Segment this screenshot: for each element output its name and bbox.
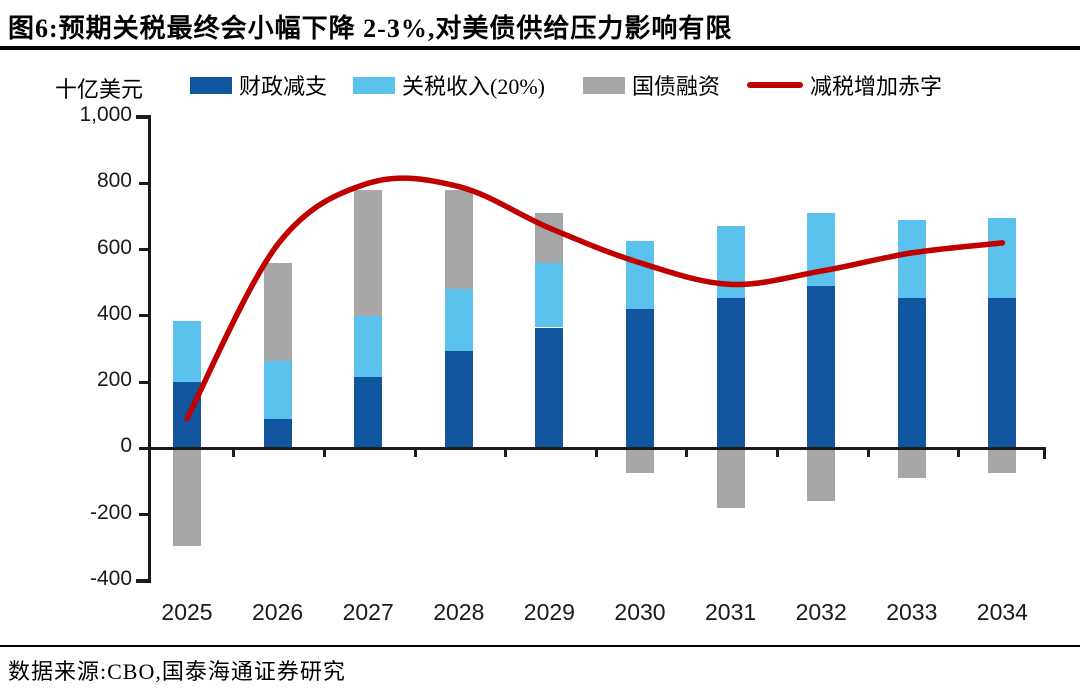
y-tick-label: 400 [96,301,132,325]
bar-segment-fiscal-cuts [716,297,745,449]
deficit-increase-path [184,175,1006,422]
bar-segment-treasury-financing [263,262,292,361]
bar-segment-fiscal-cuts [263,418,292,449]
x-axis-tick [322,448,326,458]
y-tick-label: -400 [89,567,132,590]
x-axis-category-label: 2028 [433,599,485,625]
bar-segment-tariff-revenue [173,320,201,383]
legend-label: 减税增加赤字 [810,74,943,99]
y-axis-line [148,115,151,583]
bar-segment-fiscal-cuts [354,377,383,449]
bar-segment-treasury-financing [807,448,836,502]
x-axis-tick [594,448,598,458]
bar-segment-fiscal-cuts [626,309,654,449]
footer-divider [0,645,1080,647]
x-axis-tick [232,448,236,458]
legend-item-fiscal-cuts: 财政减支 [190,71,327,99]
x-axis-category-label: 2032 [795,599,847,625]
x-axis-tick [413,448,417,458]
bar-segment-treasury-financing [897,448,926,479]
deficit-line-swatch [747,82,803,88]
fiscal-cuts-swatch [190,76,232,94]
plot-area: 1,000 800 600 400 200 0 -200 -400 2025 2026 2027 20… [79,103,1046,625]
y-tick-label: 600 [96,235,132,259]
bar-segment-tariff-revenue [263,360,292,419]
data-source: 数据来源:CBO,国泰海通证券研究 [8,659,346,684]
bar-segment-tariff-revenue [535,262,564,328]
y-axis-tick [139,314,148,318]
y-tick-label: 1,000 [79,103,132,126]
tariff-revenue-swatch [353,76,395,94]
bar-segment-tariff-revenue [988,218,1017,298]
bar-segment-fiscal-cuts [535,327,564,449]
y-axis-tick [139,380,148,384]
x-axis-category-label: 2027 [342,599,394,625]
x-axis-category-label: 2033 [886,599,938,625]
x-axis-category-label: 2026 [252,599,304,625]
bar-segment-tariff-revenue [897,219,926,298]
x-axis-category-label: 2030 [614,599,666,625]
y-tick-label: 200 [96,368,132,392]
y-axis-tick [136,579,148,583]
y-tick-label: 800 [96,169,132,193]
x-axis-category-label: 2031 [705,599,757,625]
x-axis-category-label: 2034 [976,599,1028,625]
legend-item-deficit-line: 减税增加赤字 [747,71,942,99]
legend-label: 国债融资 [632,74,721,99]
bar-segment-tariff-revenue [354,315,383,378]
x-axis-end-tick [1043,448,1046,460]
bar-segment-fiscal-cuts [807,286,836,449]
legend-item-treasury-financing: 国债融资 [583,71,720,99]
bar-segment-treasury-financing [716,448,745,509]
legend-item-tariff-revenue: 关税收入(20%) [353,71,545,99]
title-divider [0,46,1080,50]
x-axis-tick [866,448,870,458]
y-axis-tick [139,248,148,252]
y-axis-tick [136,115,148,119]
x-axis-category-label: 2029 [523,599,575,625]
treasury-financing-swatch [583,76,625,94]
bar-segment-tariff-revenue [626,241,654,310]
x-axis-tick [685,448,689,458]
chart-title: 图6:预期关税最终会小幅下降 2-3%,对美债供给压力影响有限 [8,14,733,43]
x-axis-category-label: 2025 [161,599,213,625]
x-axis-tick [504,448,508,458]
y-axis-tick [139,446,148,450]
y-tick-label: -200 [89,500,132,524]
bar-segment-fiscal-cuts [988,297,1017,449]
bar-segment-treasury-financing [626,448,654,474]
deficit-increase-line [184,175,1006,422]
bar-segment-treasury-financing [173,448,201,547]
y-axis-unit-label: 十亿美元 [55,77,144,102]
bar-segment-fiscal-cuts [444,350,473,449]
legend-label: 财政减支 [239,74,328,99]
bar-segment-fiscal-cuts [897,297,926,449]
y-axis-tick [139,513,148,517]
x-axis-tick [957,448,961,458]
bar-segment-tariff-revenue [444,289,473,351]
bar-segment-treasury-financing [444,189,473,290]
bar-segment-treasury-financing [988,448,1017,474]
legend-label: 关税收入(20%) [402,74,545,99]
y-axis-tick [139,181,148,185]
y-tick-label: 0 [120,434,132,458]
bar-segment-treasury-financing [354,189,383,316]
x-axis-tick [775,448,779,458]
